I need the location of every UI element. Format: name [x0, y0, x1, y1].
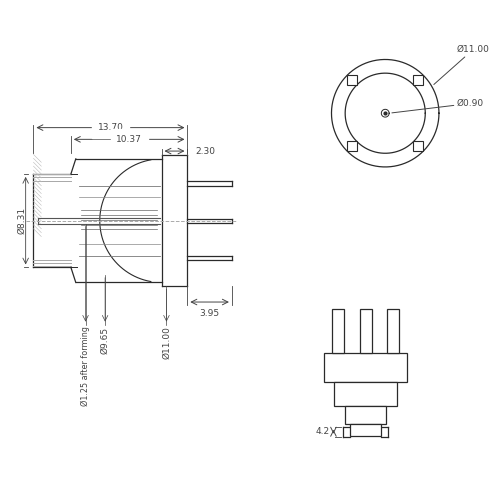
- Text: Ø11.00: Ø11.00: [434, 45, 490, 84]
- Bar: [324, 352, 407, 382]
- Text: 13.70: 13.70: [98, 123, 124, 132]
- Text: 10.37: 10.37: [116, 135, 142, 144]
- Bar: [360, 308, 372, 352]
- Bar: [347, 75, 357, 85]
- Bar: [414, 75, 424, 85]
- Text: Ø11.00: Ø11.00: [162, 326, 171, 360]
- Text: Ø1.25 after forming: Ø1.25 after forming: [81, 326, 90, 406]
- Bar: [332, 308, 344, 352]
- Bar: [345, 406, 386, 424]
- Bar: [350, 424, 382, 436]
- Text: Ø9.65: Ø9.65: [100, 326, 110, 353]
- Bar: [387, 308, 399, 352]
- Text: Ø8.31: Ø8.31: [18, 207, 26, 234]
- Text: 2.30: 2.30: [195, 146, 215, 156]
- Bar: [414, 142, 424, 152]
- Text: Ø0.90: Ø0.90: [392, 99, 484, 113]
- Bar: [347, 142, 357, 152]
- Text: 3.95: 3.95: [200, 309, 220, 318]
- Text: 4.2: 4.2: [316, 427, 330, 436]
- Bar: [334, 382, 398, 406]
